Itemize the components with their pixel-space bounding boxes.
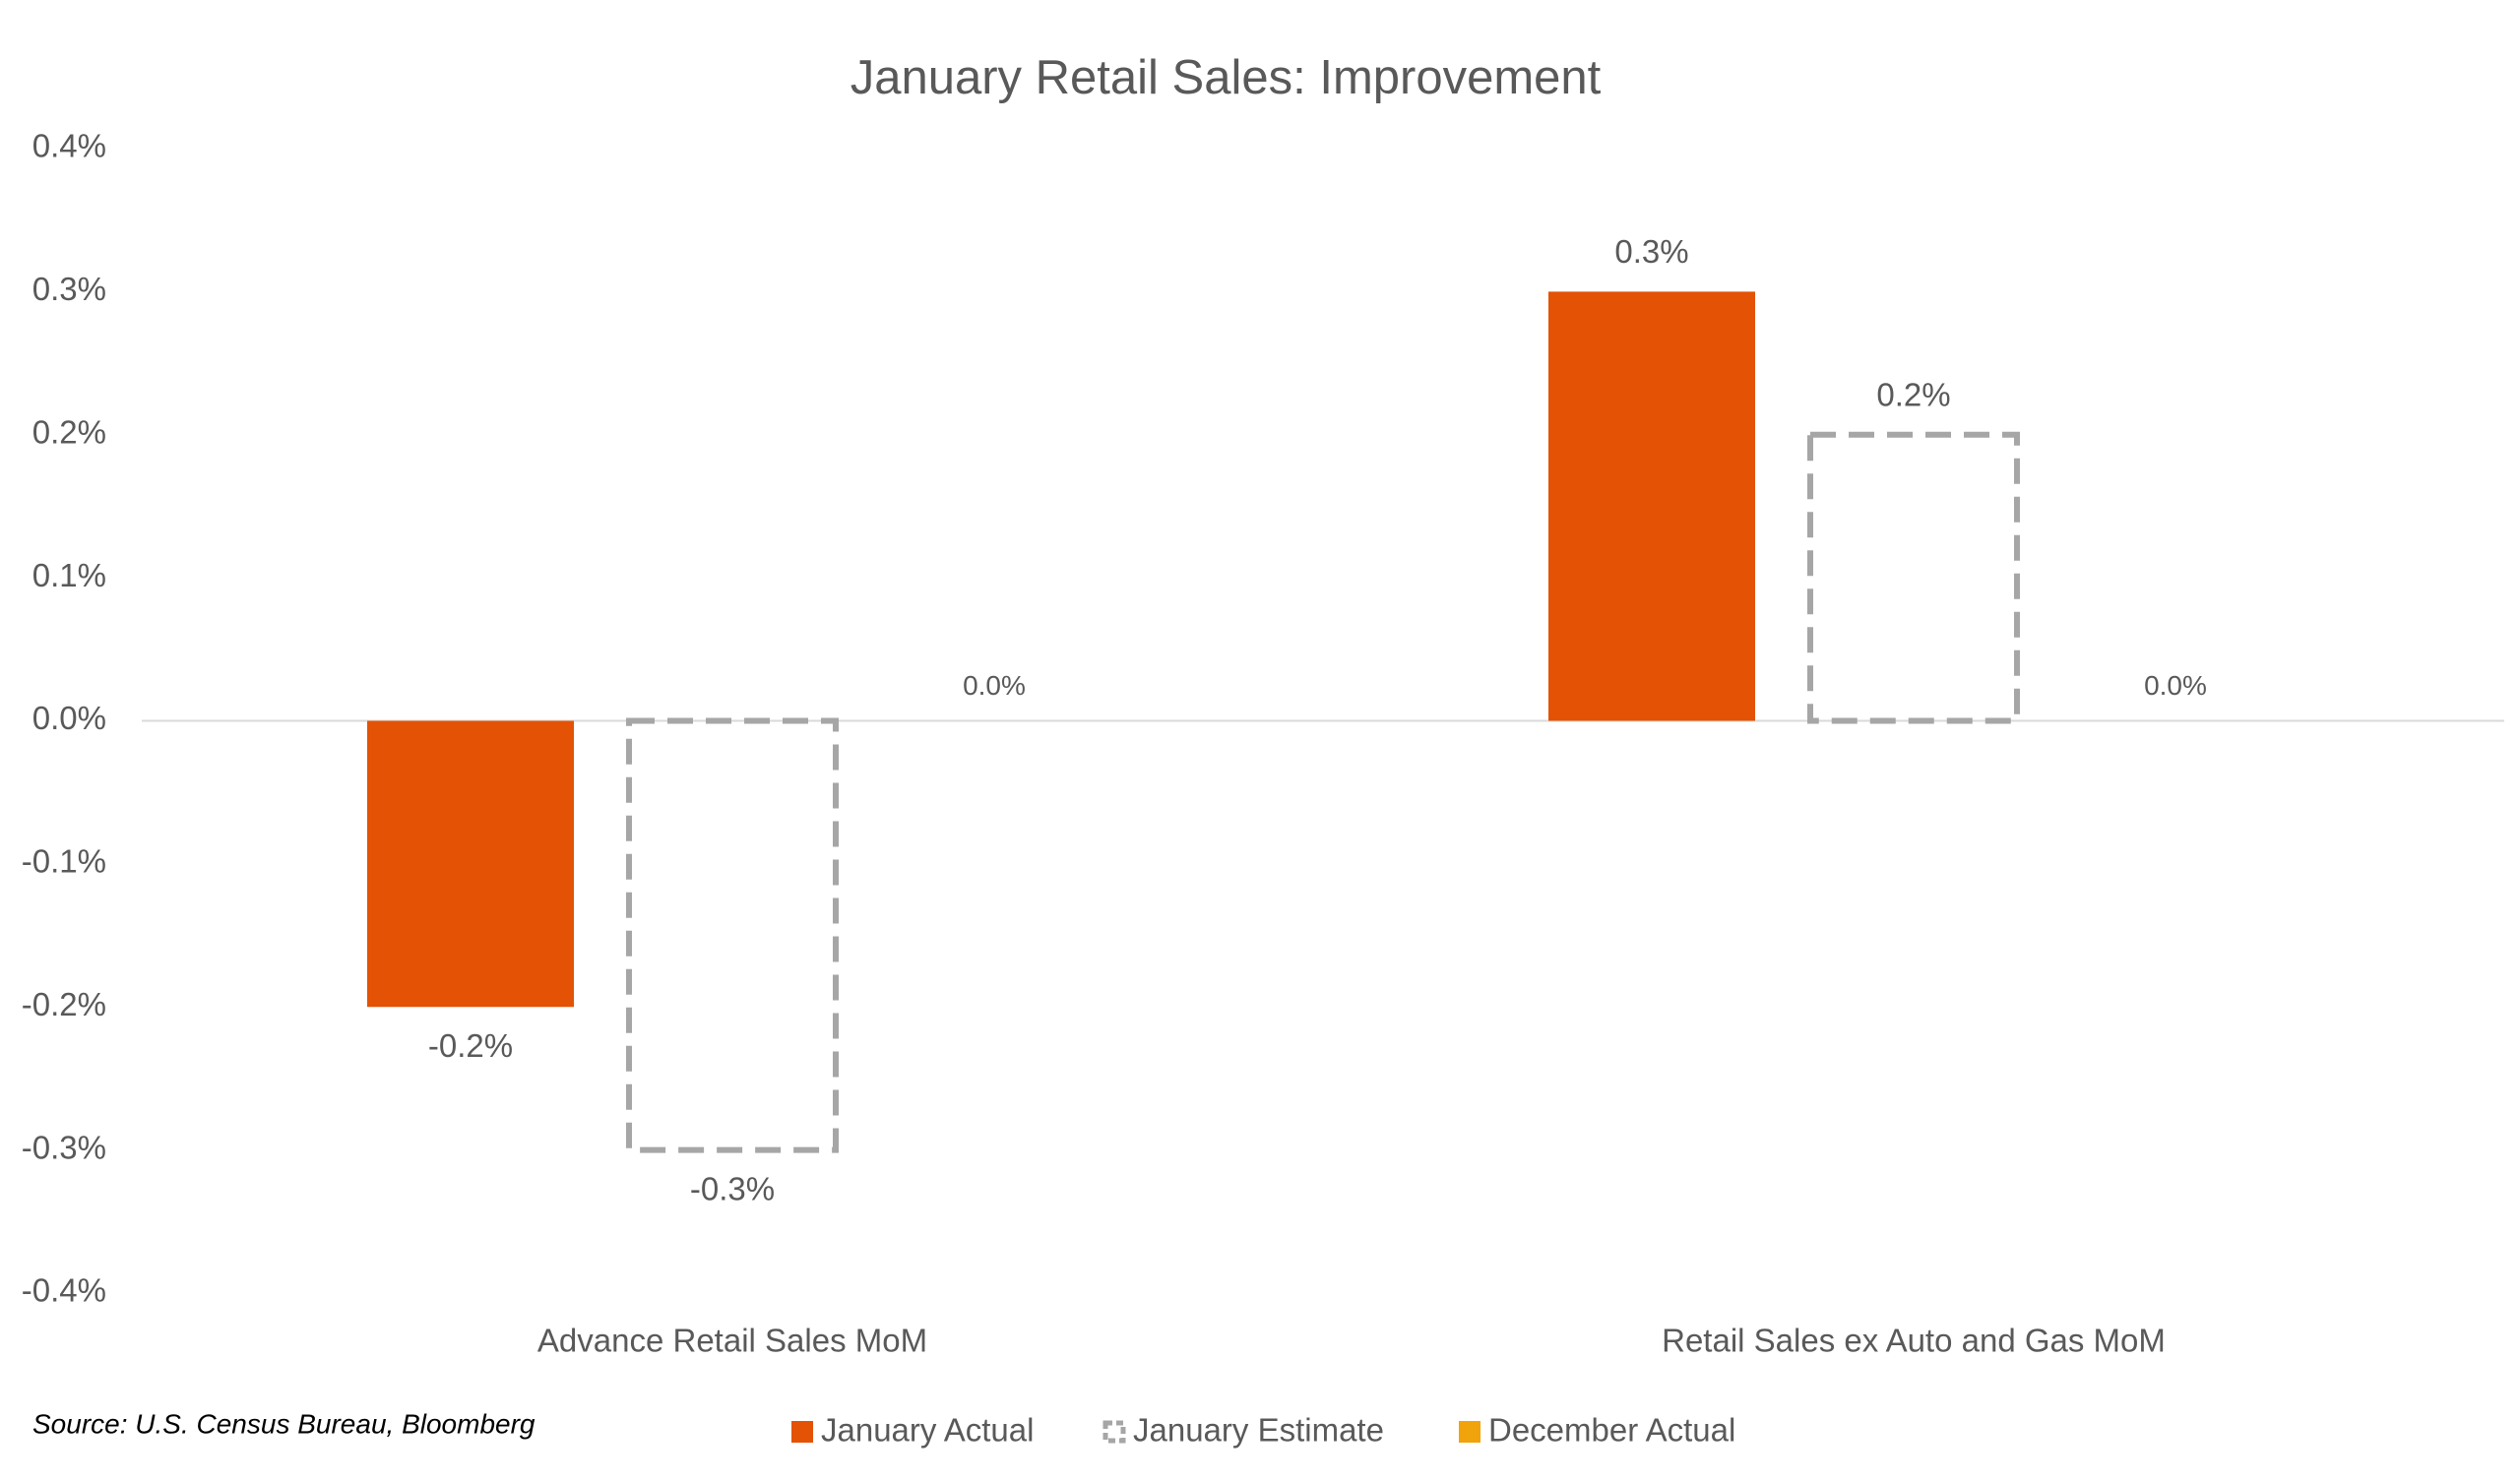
- data-label: 0.3%: [1614, 233, 1688, 270]
- data-label: 0.2%: [1876, 376, 1950, 412]
- data-label: 0.0%: [2144, 670, 2207, 701]
- y-tick-label: -0.3%: [22, 1129, 106, 1165]
- data-label: 0.0%: [963, 670, 1026, 701]
- bar: [1807, 431, 2020, 724]
- legend-swatch: [1459, 1421, 1480, 1443]
- bar: [367, 720, 574, 1008]
- y-tick-label: -0.4%: [22, 1272, 106, 1309]
- bar: [1548, 291, 1755, 721]
- x-tick-label: Retail Sales ex Auto and Gas MoM: [1662, 1323, 2166, 1359]
- legend-label: January Actual: [821, 1412, 1034, 1449]
- data-label: -0.3%: [690, 1170, 775, 1206]
- x-tick-label: Advance Retail Sales MoM: [537, 1323, 927, 1359]
- y-tick-label: -0.2%: [22, 986, 106, 1022]
- legend-label: December Actual: [1488, 1412, 1735, 1449]
- chart-title: January Retail Sales: Improvement: [850, 51, 1602, 104]
- data-label: -0.2%: [428, 1027, 513, 1064]
- y-tick-label: 0.0%: [32, 700, 106, 736]
- y-tick-label: 0.4%: [32, 128, 106, 164]
- legend-swatch: [791, 1421, 813, 1443]
- y-tick-label: -0.1%: [22, 843, 106, 880]
- y-tick-label: 0.3%: [32, 271, 106, 307]
- y-tick-label: 0.1%: [32, 557, 106, 593]
- bar: [626, 717, 839, 1153]
- y-tick-label: 0.2%: [32, 413, 106, 450]
- legend-swatch: [1102, 1420, 1126, 1444]
- legend-label: January Estimate: [1133, 1412, 1384, 1449]
- source-note: Source: U.S. Census Bureau, Bloomberg: [32, 1408, 536, 1439]
